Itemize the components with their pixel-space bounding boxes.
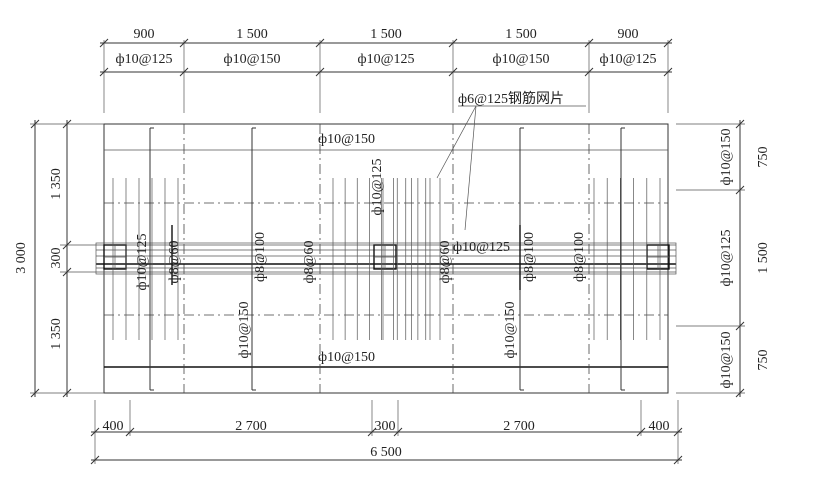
label-v-8-60-a: ф8@60 bbox=[167, 241, 182, 284]
dim-left-2: 300 bbox=[49, 248, 64, 269]
drawing-lines bbox=[30, 38, 745, 465]
dim-tick bbox=[62, 119, 72, 129]
dim-tick bbox=[735, 119, 745, 129]
dim-tick bbox=[584, 67, 594, 77]
dim-tick bbox=[62, 388, 72, 398]
rebar-top-5: ф10@125 bbox=[600, 52, 657, 67]
mesh-note: ф6@125钢筋网片 bbox=[458, 90, 564, 107]
dim-bottom-3: 300 bbox=[375, 419, 396, 434]
rebar-top-3: ф10@125 bbox=[358, 52, 415, 67]
label-v-8-100-a: ф8@100 bbox=[253, 232, 268, 282]
dim-tick bbox=[673, 455, 683, 465]
leader-line bbox=[436, 105, 477, 179]
dim-tick bbox=[448, 67, 458, 77]
dim-bottom-5: 400 bbox=[649, 419, 670, 434]
dim-top-4: 1 500 bbox=[505, 27, 537, 42]
dim-bottom-1: 400 bbox=[103, 419, 124, 434]
rebar-top-4: ф10@150 bbox=[493, 52, 550, 67]
right-dimensions: ф10@150 ф10@125 ф10@150 750 1 500 750 bbox=[719, 129, 771, 389]
rebar-right-3: ф10@150 bbox=[719, 332, 734, 389]
dim-bottom-2: 2 700 bbox=[235, 419, 267, 434]
dim-tick bbox=[90, 427, 100, 437]
dim-tick bbox=[367, 427, 377, 437]
rebar-right-1: ф10@150 bbox=[719, 129, 734, 186]
dim-bottom-4: 2 700 bbox=[503, 419, 535, 434]
dim-tick bbox=[62, 267, 72, 277]
label-v-center-125: ф10@125 bbox=[370, 159, 385, 216]
dim-tick bbox=[30, 119, 40, 129]
plan-labels: ф10@150 ф10@150 ф10@125 ф10@125 ф8@60 ф8… bbox=[135, 132, 587, 365]
dim-tick bbox=[584, 38, 594, 48]
dim-tick bbox=[125, 427, 135, 437]
top-dimensions: 900 1 500 1 500 1 500 900 ф10@125 ф10@15… bbox=[116, 27, 657, 107]
label-v-150-a: ф10@150 bbox=[237, 302, 252, 359]
dim-tick bbox=[673, 427, 683, 437]
label-top-h: ф10@150 bbox=[318, 132, 375, 147]
dim-tick bbox=[636, 427, 646, 437]
dim-bottom-total: 6 500 bbox=[370, 445, 402, 460]
label-v-150-b: ф10@150 bbox=[503, 302, 518, 359]
left-dimensions: 3 000 1 350 300 1 350 bbox=[14, 168, 64, 350]
label-v-left-125: ф10@125 bbox=[135, 234, 150, 291]
dim-tick bbox=[663, 67, 673, 77]
beam-outline bbox=[95, 242, 677, 275]
dim-tick bbox=[735, 388, 745, 398]
dim-right-3: 750 bbox=[756, 350, 771, 371]
label-v-8-100-b: ф8@100 bbox=[522, 232, 537, 282]
dim-right-1: 750 bbox=[756, 147, 771, 168]
dim-left-3: 1 350 bbox=[49, 318, 64, 350]
dim-tick bbox=[315, 67, 325, 77]
dim-tick bbox=[179, 67, 189, 77]
dim-left-total: 3 000 bbox=[14, 242, 29, 274]
dim-tick bbox=[30, 388, 40, 398]
dim-top-5: 900 bbox=[618, 27, 639, 42]
dim-tick bbox=[393, 427, 403, 437]
dim-left-1: 1 350 bbox=[49, 168, 64, 200]
dim-right-2: 1 500 bbox=[756, 242, 771, 274]
label-v-8-60-b: ф8@60 bbox=[302, 241, 317, 284]
leader-line bbox=[464, 105, 477, 231]
dim-tick bbox=[448, 38, 458, 48]
dim-top-3: 1 500 bbox=[370, 27, 402, 42]
rebar-right-2: ф10@125 bbox=[719, 230, 734, 287]
dim-tick bbox=[315, 38, 325, 48]
label-mid-h: ф10@125 bbox=[453, 240, 510, 255]
dim-top-2: 1 500 bbox=[236, 27, 268, 42]
dim-tick bbox=[663, 38, 673, 48]
dim-tick bbox=[99, 67, 109, 77]
rebar-top-1: ф10@125 bbox=[116, 52, 173, 67]
dim-tick bbox=[99, 38, 109, 48]
label-bottom-h: ф10@150 bbox=[318, 350, 375, 365]
dim-top-1: 900 bbox=[134, 27, 155, 42]
dim-tick bbox=[62, 240, 72, 250]
dim-tick bbox=[90, 455, 100, 465]
dim-tick bbox=[735, 185, 745, 195]
dim-tick bbox=[179, 38, 189, 48]
label-v-8-60-c: ф8@60 bbox=[438, 241, 453, 284]
dim-tick bbox=[735, 321, 745, 331]
bottom-dimensions: 400 2 700 300 2 700 400 6 500 bbox=[103, 419, 670, 460]
label-v-8-100-c: ф8@100 bbox=[572, 232, 587, 282]
rebar-top-2: ф10@150 bbox=[224, 52, 281, 67]
